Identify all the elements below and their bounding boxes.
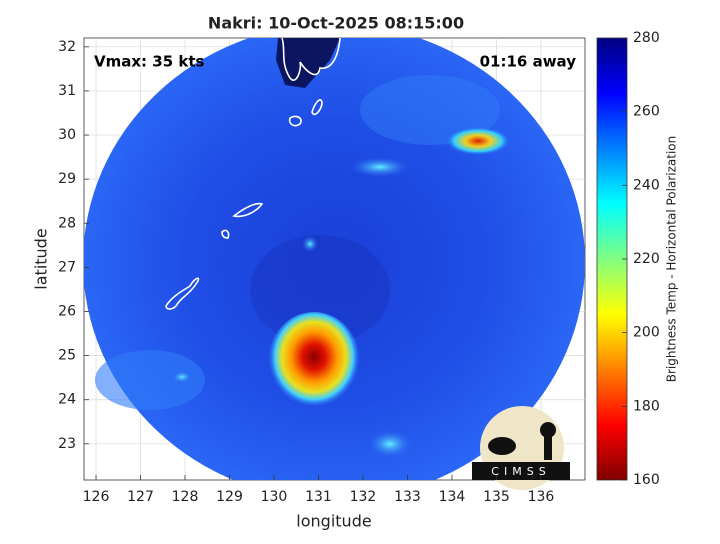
x-tick-label: 129	[216, 489, 243, 505]
y-tick-label: 23	[58, 436, 76, 452]
coastline	[165, 38, 341, 310]
logo: CIMSS	[472, 406, 570, 490]
logo-icon	[540, 422, 556, 438]
convection	[172, 371, 192, 383]
logo-icon	[544, 436, 552, 460]
y-tick-label: 32	[58, 39, 76, 55]
logo-icon	[488, 437, 516, 455]
x-tick-label: 133	[394, 489, 421, 505]
y-tick-label: 27	[58, 259, 76, 275]
land	[276, 38, 340, 88]
y-tick-label: 31	[58, 83, 76, 99]
shade	[360, 75, 500, 145]
x-axis-label: longitude	[296, 512, 371, 531]
x-tick-label: 135	[483, 489, 510, 505]
logo-text: CIMSS	[491, 465, 550, 478]
x-tick-label: 136	[528, 489, 555, 505]
y-tick-label: 25	[58, 348, 76, 364]
convection	[446, 127, 510, 155]
colorbar-tick-label: 240	[633, 177, 660, 193]
convection	[368, 430, 412, 458]
chart-title: Nakri: 10-Oct-2025 08:15:00	[208, 14, 464, 33]
x-tick-label: 126	[83, 489, 110, 505]
y-tick-label: 28	[58, 215, 76, 231]
y-tick-label: 26	[58, 303, 76, 319]
x-tick-label: 132	[350, 489, 377, 505]
y-tick-label: 24	[58, 392, 76, 408]
shade	[95, 350, 205, 410]
convection	[302, 236, 318, 252]
colorbar-tick-label: 280	[633, 30, 660, 46]
convection	[268, 312, 360, 412]
colorbar-tick-label: 220	[633, 251, 660, 267]
x-tick-label: 128	[172, 489, 199, 505]
annotation: Vmax: 35 kts	[94, 53, 204, 71]
x-tick-label: 127	[127, 489, 154, 505]
colorbar-tick-label: 160	[633, 472, 660, 488]
convection	[350, 157, 410, 177]
annotation: 01:16 away	[480, 53, 577, 71]
colorbar-label: Brightness Temp - Horizontal Polarizatio…	[665, 136, 679, 383]
y-tick-label: 29	[58, 171, 76, 187]
x-tick-label: 130	[261, 489, 288, 505]
colorbar-tick-label: 200	[633, 325, 660, 341]
swath-image	[84, 38, 585, 480]
y-axis-label: latitude	[32, 228, 51, 289]
colorbar-tick-label: 260	[633, 104, 660, 120]
shade	[250, 235, 390, 345]
x-tick-label: 134	[439, 489, 466, 505]
y-tick-label: 30	[58, 127, 76, 143]
colorbar-tick-label: 180	[633, 398, 660, 414]
x-tick-label: 131	[305, 489, 332, 505]
